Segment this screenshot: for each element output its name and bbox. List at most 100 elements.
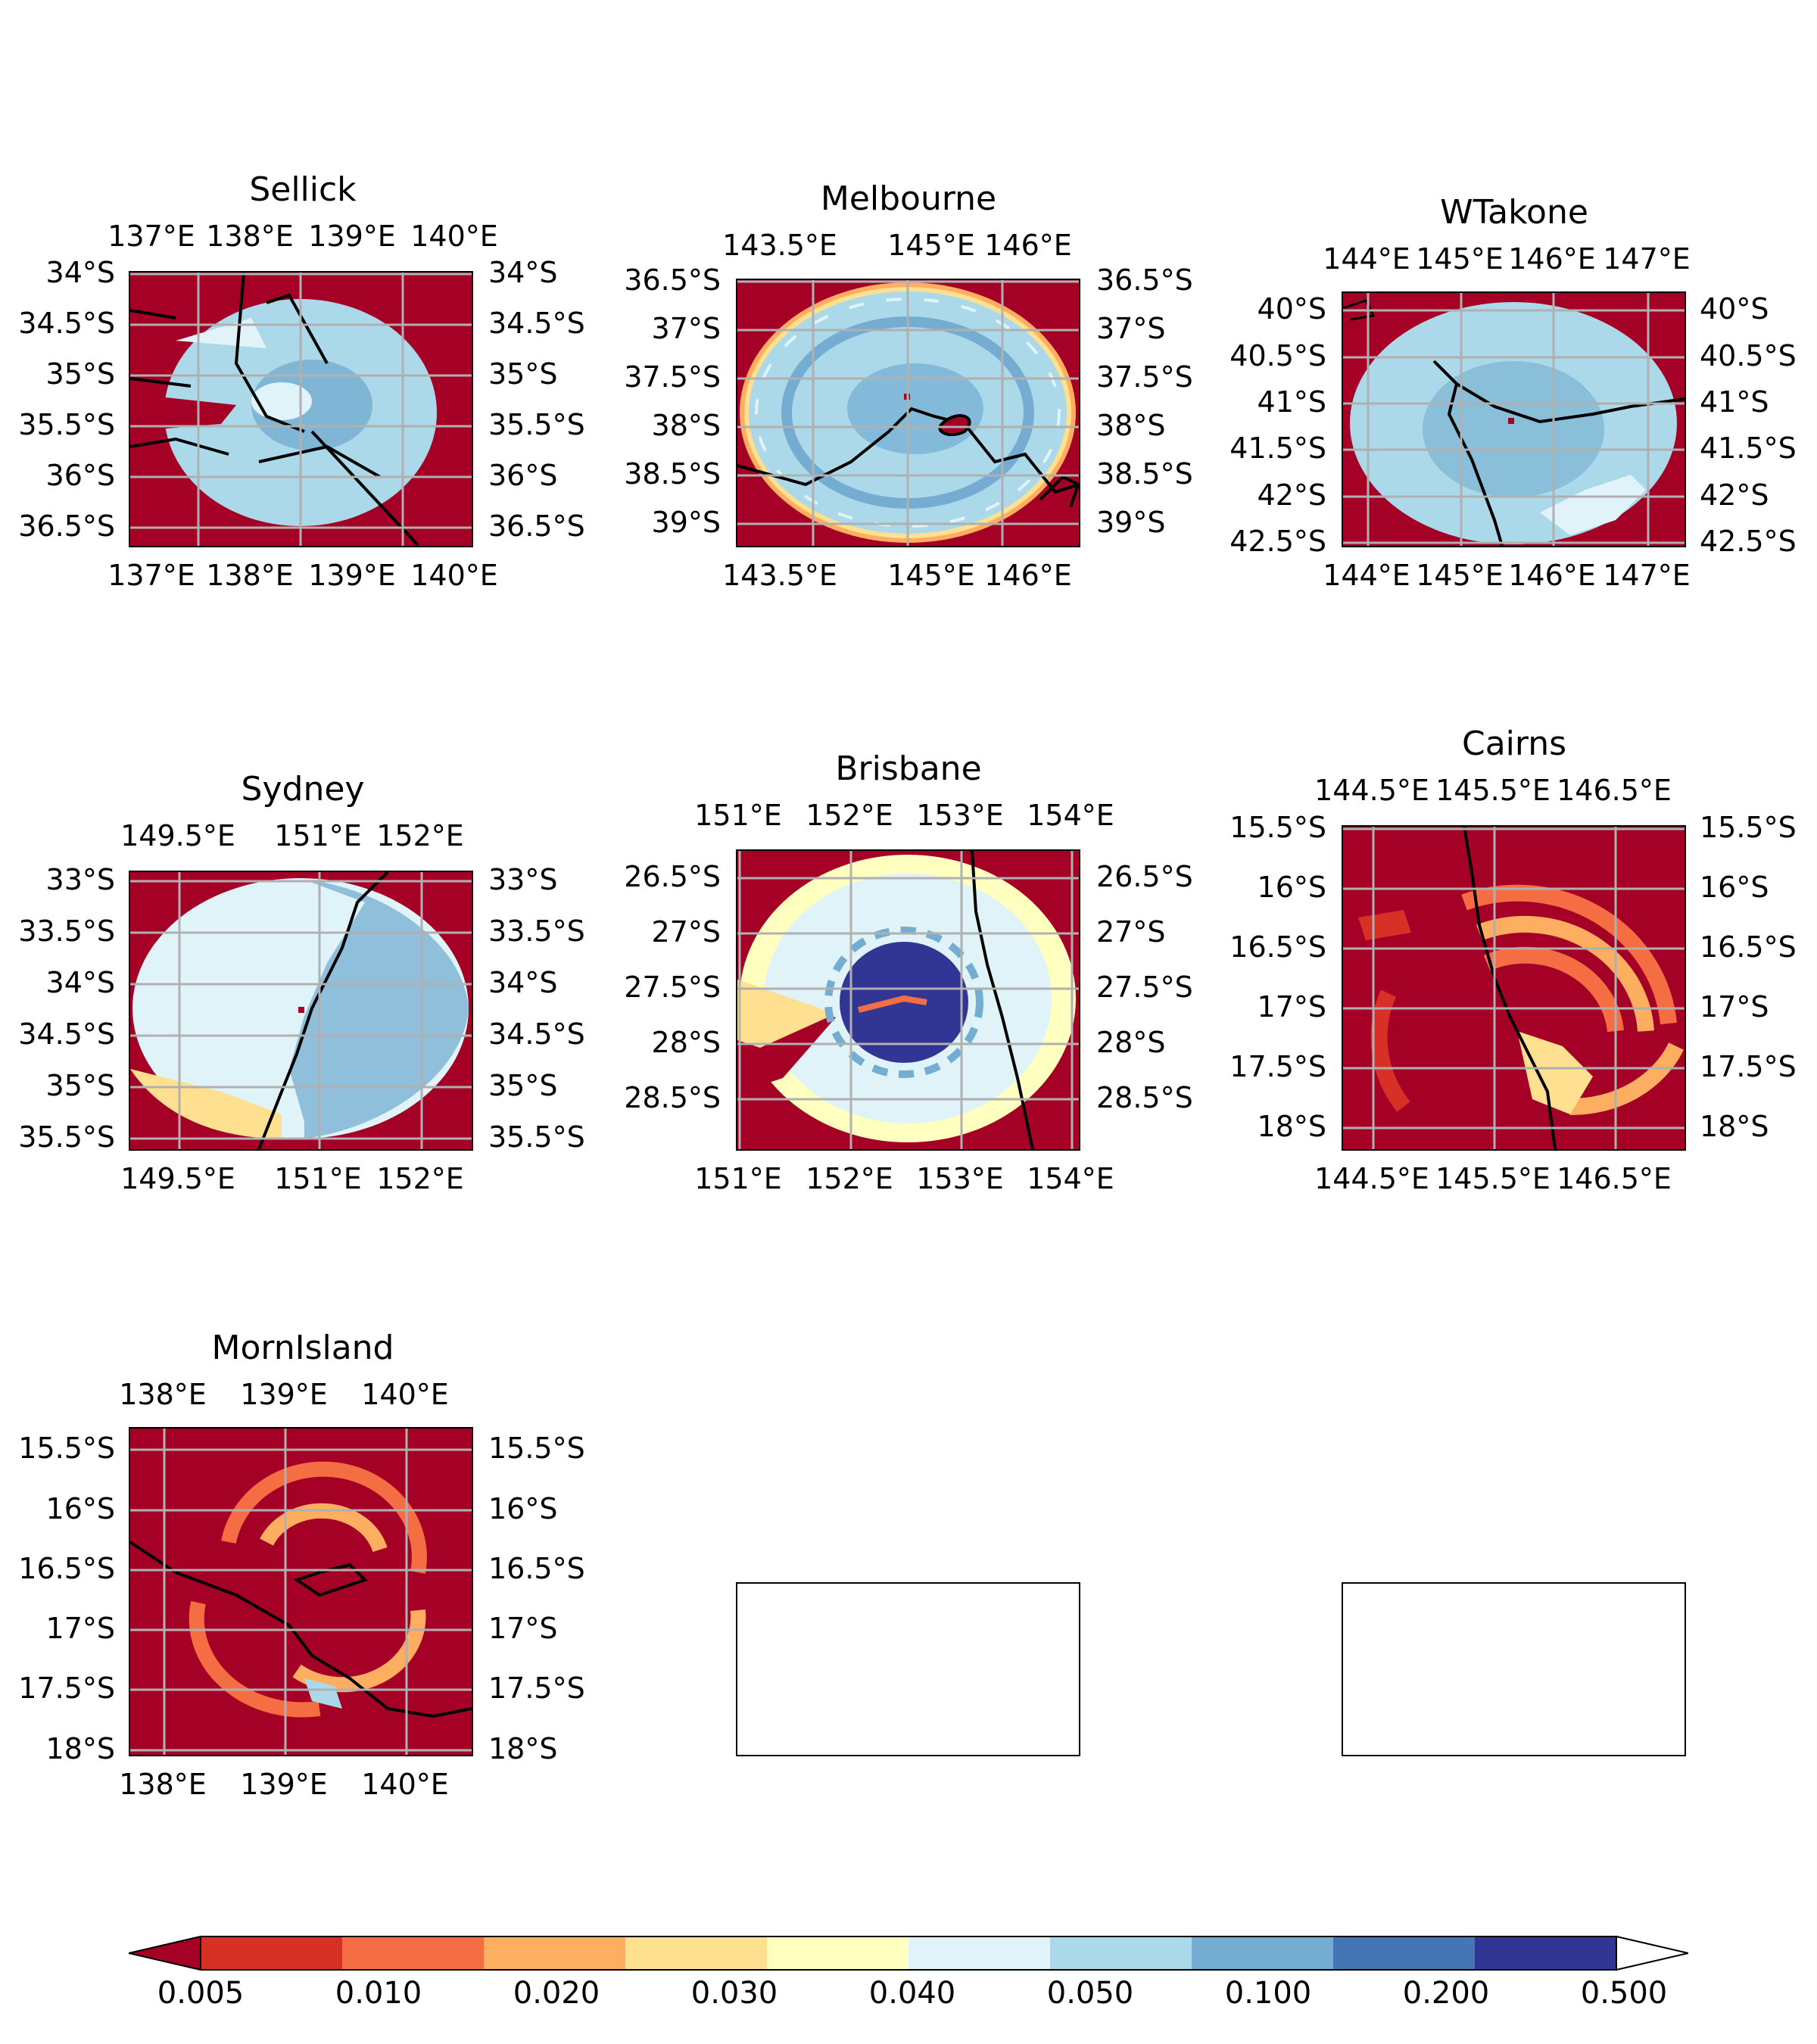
y-tick-label: 33°S xyxy=(45,863,115,896)
x-tick-label: 138°E xyxy=(119,1378,207,1411)
y-tick-label: 36.5°S xyxy=(624,263,721,297)
empty-axes xyxy=(1342,1582,1686,1756)
x-tick-label: 140°E xyxy=(361,1768,449,1801)
x-tick-label: 147°E xyxy=(1603,559,1691,592)
x-tick-label: 152°E xyxy=(376,1162,464,1195)
y-tick-label: 35°S xyxy=(488,357,558,391)
y-tick-label: 17°S xyxy=(488,1612,558,1645)
y-tick-label: 35.5°S xyxy=(18,408,115,441)
x-tick-label: 140°E xyxy=(410,220,498,253)
y-tick-label: 37.5°S xyxy=(624,360,721,394)
y-tick-label: 34.5°S xyxy=(18,307,115,340)
x-tick-label: 143.5°E xyxy=(722,229,837,262)
y-tick-label: 16.5°S xyxy=(1700,930,1797,964)
panel-title: Sellick xyxy=(249,170,357,209)
x-tick-label: 146°E xyxy=(1508,559,1596,592)
x-tick-label: 147°E xyxy=(1603,242,1691,276)
radar-map xyxy=(129,271,473,547)
y-tick-label: 34°S xyxy=(45,966,115,999)
empty-axes xyxy=(736,1582,1080,1756)
y-tick-label: 16°S xyxy=(1700,871,1769,904)
y-tick-label: 42°S xyxy=(1700,478,1769,512)
panel-title: MornIsland xyxy=(211,1329,394,1367)
colorbar-outline xyxy=(200,1936,1617,1971)
y-tick-label: 17°S xyxy=(1700,990,1769,1024)
y-tick-label: 38°S xyxy=(651,409,721,442)
x-tick-label: 137°E xyxy=(108,220,195,253)
colorbar-segment xyxy=(767,1937,909,1970)
radar-map xyxy=(129,871,473,1151)
y-tick-label: 35°S xyxy=(488,1069,558,1102)
x-tick-label: 144.5°E xyxy=(1314,774,1429,807)
x-tick-label: 151°E xyxy=(694,799,782,832)
y-tick-label: 15.5°S xyxy=(488,1432,585,1465)
y-tick-label: 39°S xyxy=(1096,506,1166,539)
x-tick-label: 140°E xyxy=(410,559,498,592)
y-tick-label: 16.5°S xyxy=(488,1552,585,1585)
y-tick-label: 38°S xyxy=(1096,409,1166,442)
colorbar-segment xyxy=(201,1937,343,1970)
y-tick-label: 16°S xyxy=(1257,871,1326,904)
y-tick-label: 33.5°S xyxy=(488,915,585,948)
panel-title: Melbourne xyxy=(820,179,997,218)
x-tick-label: 139°E xyxy=(308,559,396,592)
y-tick-label: 35°S xyxy=(45,357,115,391)
y-tick-label: 40°S xyxy=(1257,292,1326,326)
y-tick-label: 39°S xyxy=(651,506,721,539)
colorbar-segment xyxy=(1050,1937,1192,1970)
y-tick-label: 34.5°S xyxy=(488,307,585,340)
y-tick-label: 28.5°S xyxy=(624,1081,721,1114)
y-tick-label: 36.5°S xyxy=(1096,263,1193,297)
x-tick-label: 145.5°E xyxy=(1435,1162,1551,1195)
y-tick-label: 27°S xyxy=(1096,915,1166,949)
colorbar xyxy=(129,1930,1688,2021)
colorbar-tick-label: 0.500 xyxy=(1580,1976,1668,2011)
y-tick-label: 17°S xyxy=(1257,990,1326,1024)
y-tick-label: 33°S xyxy=(488,863,558,896)
y-tick-label: 17.5°S xyxy=(1700,1050,1797,1083)
y-tick-label: 37°S xyxy=(651,312,721,345)
y-tick-label: 28°S xyxy=(1096,1026,1166,1059)
x-tick-label: 145°E xyxy=(1416,559,1504,592)
y-tick-label: 17.5°S xyxy=(488,1672,585,1705)
colorbar-segment xyxy=(625,1937,768,1970)
x-tick-label: 146°E xyxy=(1508,242,1596,276)
y-tick-label: 17.5°S xyxy=(1230,1050,1326,1083)
x-tick-label: 139°E xyxy=(240,1378,328,1411)
y-tick-label: 16°S xyxy=(488,1492,558,1525)
y-tick-label: 15.5°S xyxy=(18,1432,115,1465)
x-tick-label: 152°E xyxy=(806,799,893,832)
y-tick-label: 40°S xyxy=(1700,292,1769,326)
y-tick-label: 16.5°S xyxy=(1230,930,1326,964)
y-tick-label: 41.5°S xyxy=(1230,432,1326,465)
radar-map xyxy=(736,279,1080,547)
x-tick-label: 151°E xyxy=(274,819,362,852)
colorbar-tick-label: 0.040 xyxy=(868,1976,956,2011)
panel-title: Cairns xyxy=(1461,724,1567,763)
y-tick-label: 41°S xyxy=(1257,385,1326,419)
x-tick-label: 151°E xyxy=(274,1162,362,1195)
y-tick-label: 35.5°S xyxy=(18,1120,115,1154)
y-tick-label: 41°S xyxy=(1700,385,1769,419)
x-tick-label: 140°E xyxy=(361,1378,449,1411)
colorbar-segment xyxy=(342,1937,485,1970)
y-tick-label: 34.5°S xyxy=(488,1017,585,1051)
y-tick-label: 38.5°S xyxy=(1096,457,1193,491)
y-tick-label: 37°S xyxy=(1096,312,1166,345)
y-tick-label: 16°S xyxy=(45,1492,115,1525)
x-tick-label: 138°E xyxy=(206,559,294,592)
x-tick-label: 154°E xyxy=(1027,799,1114,832)
x-tick-label: 146.5°E xyxy=(1557,1162,1672,1195)
y-tick-label: 37.5°S xyxy=(1096,360,1193,394)
y-tick-label: 35°S xyxy=(45,1069,115,1102)
y-tick-label: 18°S xyxy=(488,1732,558,1765)
x-tick-label: 149.5°E xyxy=(120,819,235,852)
y-tick-label: 34°S xyxy=(488,966,558,999)
x-tick-label: 154°E xyxy=(1027,1162,1114,1195)
y-tick-label: 33.5°S xyxy=(18,915,115,948)
y-tick-label: 42.5°S xyxy=(1700,525,1797,558)
y-tick-label: 16.5°S xyxy=(18,1552,115,1585)
y-tick-label: 34°S xyxy=(488,256,558,289)
y-tick-label: 34°S xyxy=(45,256,115,289)
x-tick-label: 144°E xyxy=(1323,242,1410,276)
